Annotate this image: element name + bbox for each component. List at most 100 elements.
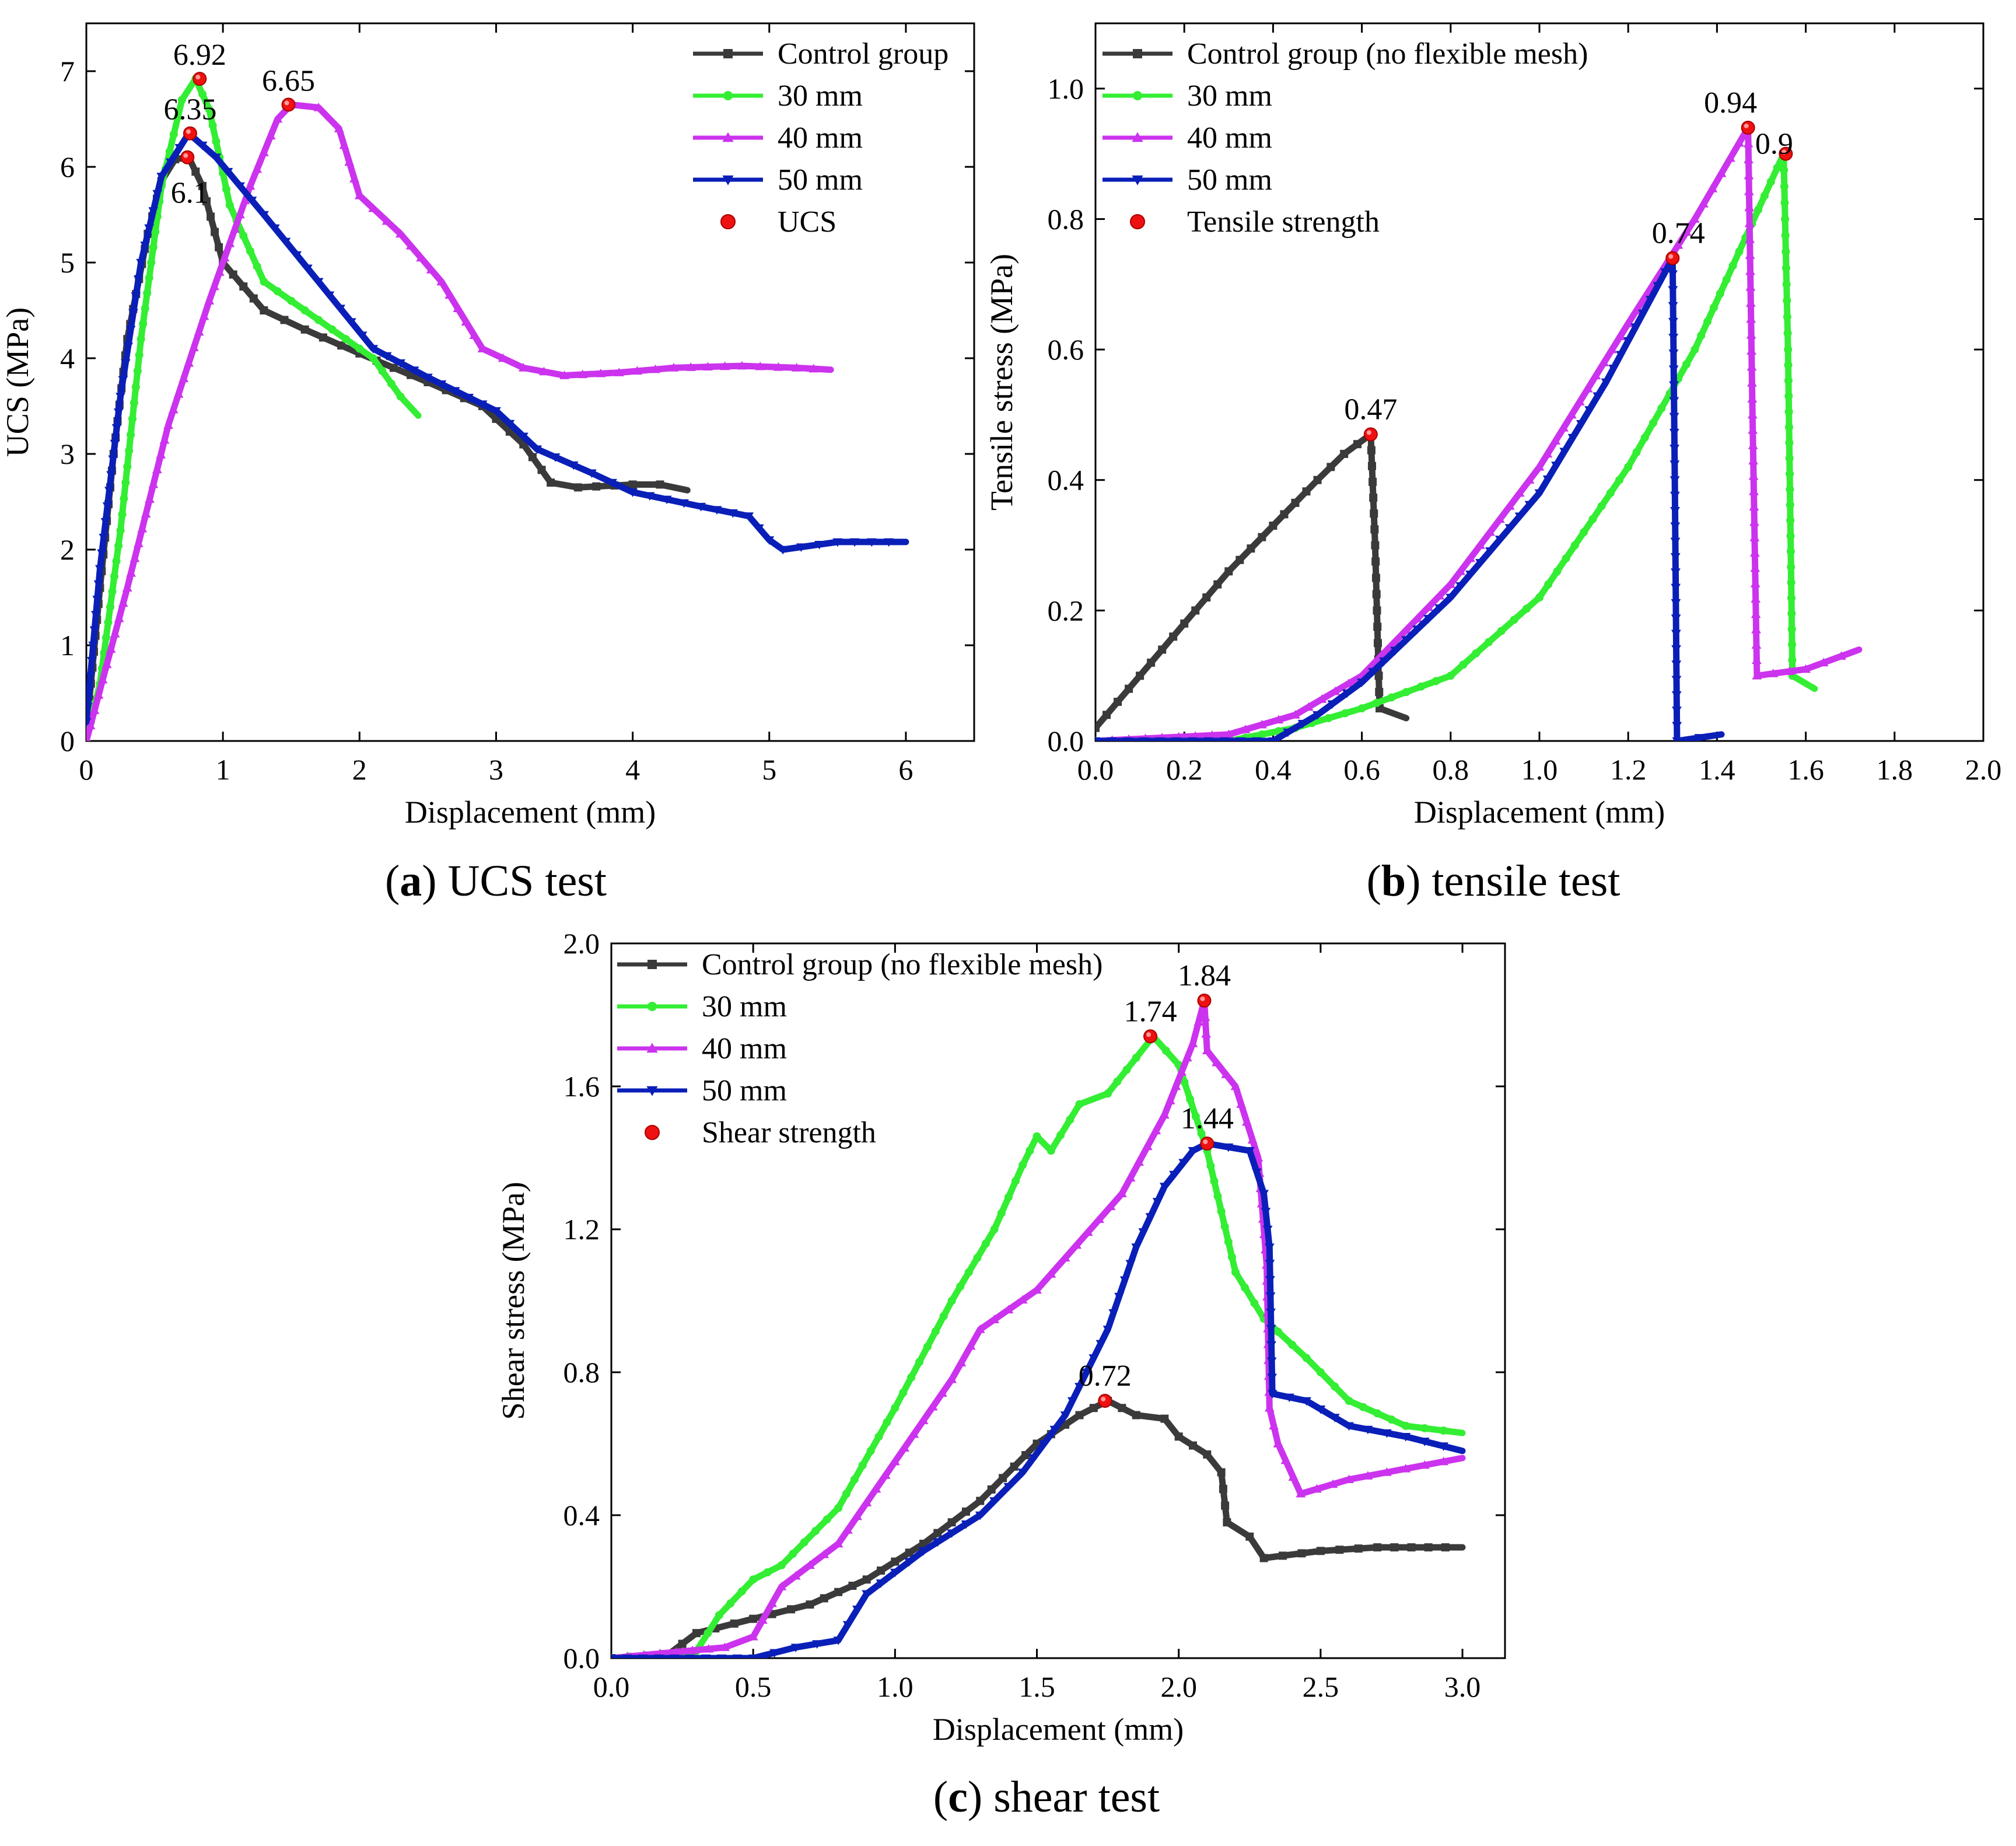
data-point [832,538,843,547]
legend-label: UCS [778,205,836,239]
data-point [1419,1438,1430,1446]
data-point [1217,1468,1226,1477]
data-point [1206,1162,1215,1170]
data-point [1760,191,1769,200]
peak-marker [1741,120,1755,135]
data-point [1744,186,1754,195]
legend-label: 30 mm [702,990,787,1023]
data-point [239,232,248,240]
data-point [777,1561,786,1569]
data-point [1074,1383,1084,1392]
data-point [1624,463,1633,471]
data-point [116,526,125,535]
data-point [632,366,642,375]
data-point [1725,153,1735,162]
data-point [931,1327,940,1335]
data-point [1370,509,1378,518]
data-point [436,277,447,286]
data-point [1010,1462,1019,1471]
data-point [1475,559,1485,568]
data-point [450,387,460,396]
data-point [225,201,234,209]
data-point [1241,1284,1250,1292]
peak-marker [183,126,197,141]
data-point [219,253,230,262]
data-point [253,262,261,271]
data-point [1746,346,1756,355]
data-point [884,538,894,547]
data-point [767,1598,777,1607]
data-point [1423,602,1434,611]
data-point [1230,1081,1241,1090]
data-point [280,316,289,324]
data-point [1315,1405,1326,1414]
data-point [1784,361,1793,369]
data-point [1669,397,1679,406]
series-line [611,997,1466,1658]
data-point [1169,1170,1179,1180]
data-point [1075,1100,1084,1109]
data-point [833,1637,844,1645]
chart-b: 0.0 0.2 0.4 0.6 0.8 1.0 1.2 1.4 1.6 1.8 2.0 0.0 0.2 0… [984,22,2001,905]
data-point [1155,737,1166,741]
data-point [578,369,588,379]
data-point [975,1511,985,1520]
data-point [1785,454,1794,463]
data-point [1670,553,1681,562]
data-point [106,471,116,480]
data-point [1751,640,1762,649]
data-point [1329,1414,1340,1422]
legend-marker [722,132,734,142]
y-axis-title: Shear stress (MPa) [496,1182,531,1420]
data-point [265,131,276,139]
data-point [314,316,323,324]
data-point [532,445,542,454]
data-point [464,393,474,403]
data-point [1699,198,1709,208]
data-point [1716,168,1727,177]
data-point [1258,730,1266,739]
data-point [638,1654,648,1658]
data-point [787,1605,796,1614]
x-tick-label: 0 [79,753,94,786]
data-point [1236,555,1244,564]
data-point [369,354,377,362]
data-point [990,1225,999,1233]
data-point [131,292,141,301]
data-point [573,483,582,492]
data-point [1256,719,1267,729]
data-point [1744,218,1755,228]
data-point [1670,522,1681,532]
data-point [151,228,160,236]
data-point [1748,471,1759,480]
data-point [1668,365,1679,375]
data-point [1497,627,1506,635]
data-point [819,1549,830,1558]
data-point [1745,250,1755,259]
y-tick-label: 2.0 [564,927,600,960]
data-point [1003,1483,1014,1492]
data-point [1787,625,1796,634]
data-point [133,275,144,285]
legend-label: 30 mm [778,79,863,113]
data-point [1657,404,1666,412]
data-point [389,363,398,372]
data-point [1434,604,1445,613]
data-point [518,432,528,442]
series-control [86,153,691,736]
peak-marker [1143,1029,1158,1044]
data-point [1207,730,1217,739]
data-point [537,466,546,474]
data-point [1745,266,1755,275]
data-point [726,1599,735,1608]
data-point [1096,723,1100,732]
data-point [696,502,706,512]
data-point [1455,566,1466,575]
data-point [1475,540,1485,549]
data-point [1266,1308,1276,1317]
data-point [1159,1110,1170,1119]
data-point [1668,286,1678,295]
data-point [1432,677,1440,686]
data-point [1787,562,1796,571]
